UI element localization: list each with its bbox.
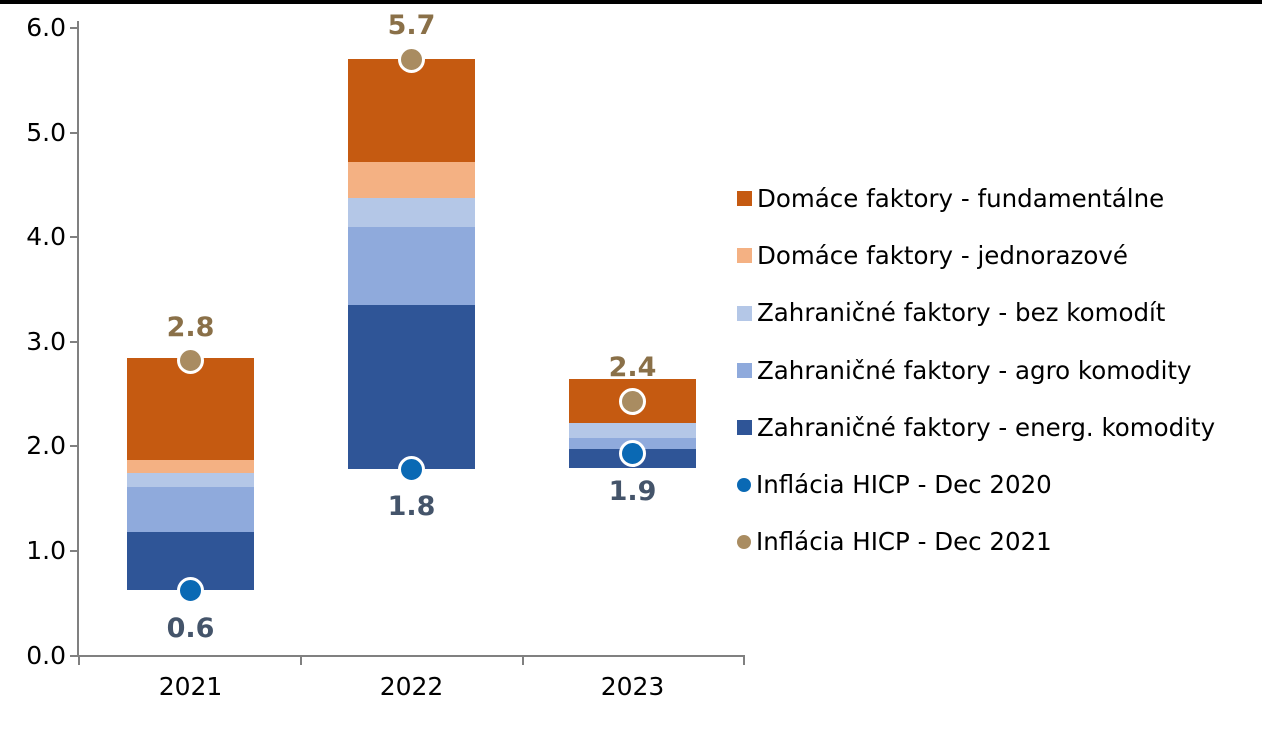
bar-segment-2022 [348, 226, 475, 306]
bar-segment-2023 [569, 423, 696, 438]
value-label-2023: 2.4 [608, 352, 657, 384]
legend-item: Zahraničné faktory - agro komodity [737, 342, 1215, 399]
legend-label: Zahraničné faktory - bez komodít [757, 298, 1166, 328]
value-label-2022: 1.8 [387, 491, 436, 523]
legend-label: Inflácia HICP - Dec 2020 [756, 470, 1052, 500]
bar-segment-2021 [127, 473, 254, 488]
legend-square-marker [737, 305, 752, 321]
y-tick-mark [70, 445, 77, 448]
legend-square-marker [737, 420, 752, 436]
hicp-dot-2021 [177, 347, 204, 375]
bar-segment-2021 [127, 487, 254, 533]
legend-circle-marker [737, 535, 751, 550]
x-tick-mark [743, 655, 745, 665]
x-category-label: 2023 [600, 672, 665, 701]
legend-item: Zahraničné faktory - bez komodít [737, 285, 1215, 342]
y-tick-label: 5.0 [26, 117, 66, 147]
legend-item: Inflácia HICP - Dec 2021 [737, 514, 1215, 571]
bar-segment-2022 [348, 305, 475, 470]
bar-segment-2022 [348, 59, 475, 162]
legend-label: Domáce faktory - fundamentálne [757, 183, 1165, 213]
x-tick-mark [521, 655, 524, 665]
hicp-dot-2021 [177, 577, 204, 605]
legend-label: Domáce faktory - jednorazové [757, 240, 1128, 270]
y-tick-label: 1.0 [26, 535, 66, 565]
legend-square-marker [737, 248, 752, 264]
value-label-2022: 5.7 [387, 10, 436, 42]
legend-item: Zahraničné faktory - energ. komodity [737, 399, 1215, 456]
bar-segment-2021 [127, 459, 254, 474]
hicp-dot-2022 [398, 455, 425, 483]
y-tick-label: 4.0 [26, 222, 66, 252]
y-tick-mark [70, 236, 77, 239]
legend-label: Zahraničné faktory - agro komodity [757, 355, 1192, 385]
y-tick-mark [70, 340, 77, 343]
y-tick-label: 2.0 [26, 431, 66, 461]
y-axis-line [77, 21, 79, 657]
bar-segment-2022 [348, 198, 475, 227]
top-border-line [0, 0, 1262, 4]
value-label-2021: 2.8 [166, 311, 215, 343]
y-tick-mark [70, 131, 77, 134]
legend-square-marker [737, 191, 752, 207]
y-tick-mark [70, 549, 77, 552]
hicp-dot-2023 [619, 387, 646, 415]
legend-item: Domáce faktory - jednorazové [737, 227, 1215, 284]
y-tick-mark [70, 654, 77, 657]
y-tick-label: 3.0 [26, 326, 66, 356]
y-tick-label: 6.0 [26, 12, 66, 42]
hicp-dot-2022 [398, 45, 425, 73]
x-axis-line [77, 655, 745, 657]
x-category-label: 2022 [379, 672, 444, 701]
y-tick-mark [70, 26, 77, 29]
legend-circle-marker [737, 478, 751, 493]
x-tick-mark [78, 655, 80, 665]
bar-segment-2021 [127, 358, 254, 460]
value-label-2023: 1.9 [608, 475, 657, 507]
legend-square-marker [737, 363, 752, 379]
hicp-dot-2023 [619, 440, 646, 468]
y-tick-label: 0.0 [26, 640, 66, 670]
x-category-label: 2021 [158, 672, 223, 701]
chart-legend: Domáce faktory - fundamentálne Domáce fak… [737, 170, 1215, 571]
legend-item: Inflácia HICP - Dec 2020 [737, 456, 1215, 513]
legend-label: Zahraničné faktory - energ. komodity [757, 412, 1216, 442]
legend-item: Domáce faktory - fundamentálne [737, 170, 1215, 227]
value-label-2021: 0.6 [166, 612, 215, 644]
bar-segment-2022 [348, 161, 475, 199]
legend-label: Inflácia HICP - Dec 2021 [756, 527, 1052, 557]
x-tick-mark [299, 655, 302, 665]
